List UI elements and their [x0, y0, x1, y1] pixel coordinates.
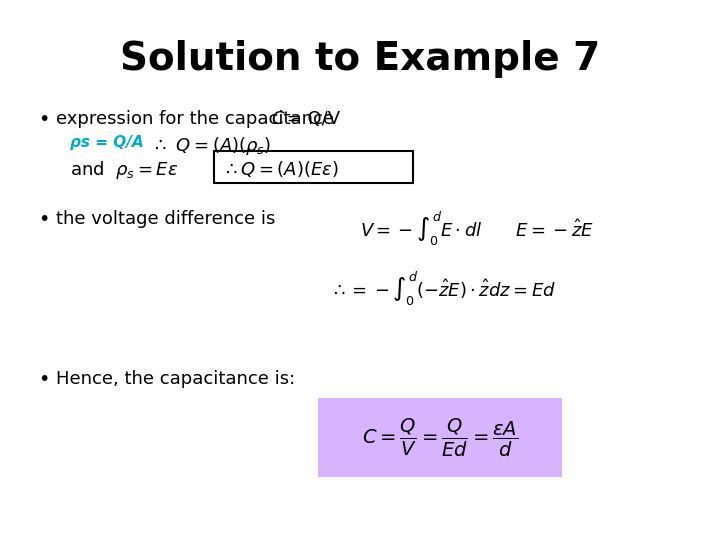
- Text: and  $\rho_s = E\varepsilon$: and $\rho_s = E\varepsilon$: [70, 159, 179, 181]
- Text: •: •: [38, 110, 50, 129]
- Text: Solution to Example 7: Solution to Example 7: [120, 40, 600, 78]
- Text: $V = -\int_0^d E \cdot dl \quad\quad E = -\hat{z}E$: $V = -\int_0^d E \cdot dl \quad\quad E =…: [360, 210, 594, 248]
- Text: ρs = Q/A: ρs = Q/A: [70, 135, 143, 150]
- Text: $\therefore Q = (A)(E\varepsilon)$: $\therefore Q = (A)(E\varepsilon)$: [222, 159, 338, 179]
- Text: expression for the capacitance: expression for the capacitance: [56, 110, 340, 128]
- Text: $\therefore = -\int_0^d (-\hat{z}E)\cdot \hat{z}dz = Ed$: $\therefore = -\int_0^d (-\hat{z}E)\cdot…: [330, 270, 557, 308]
- Text: $\therefore\ Q = (A)(\rho_s)$: $\therefore\ Q = (A)(\rho_s)$: [140, 135, 271, 157]
- Text: •: •: [38, 370, 50, 389]
- Text: = Q/V: = Q/V: [281, 110, 340, 128]
- FancyBboxPatch shape: [214, 151, 413, 183]
- Text: the voltage difference is: the voltage difference is: [56, 210, 275, 228]
- Text: •: •: [38, 210, 50, 229]
- Text: C: C: [271, 110, 284, 128]
- Text: $C = \dfrac{Q}{V} = \dfrac{Q}{Ed} = \dfrac{\varepsilon A}{d}$: $C = \dfrac{Q}{V} = \dfrac{Q}{Ed} = \dfr…: [362, 416, 518, 458]
- FancyBboxPatch shape: [318, 398, 562, 477]
- Text: Hence, the capacitance is:: Hence, the capacitance is:: [56, 370, 295, 388]
